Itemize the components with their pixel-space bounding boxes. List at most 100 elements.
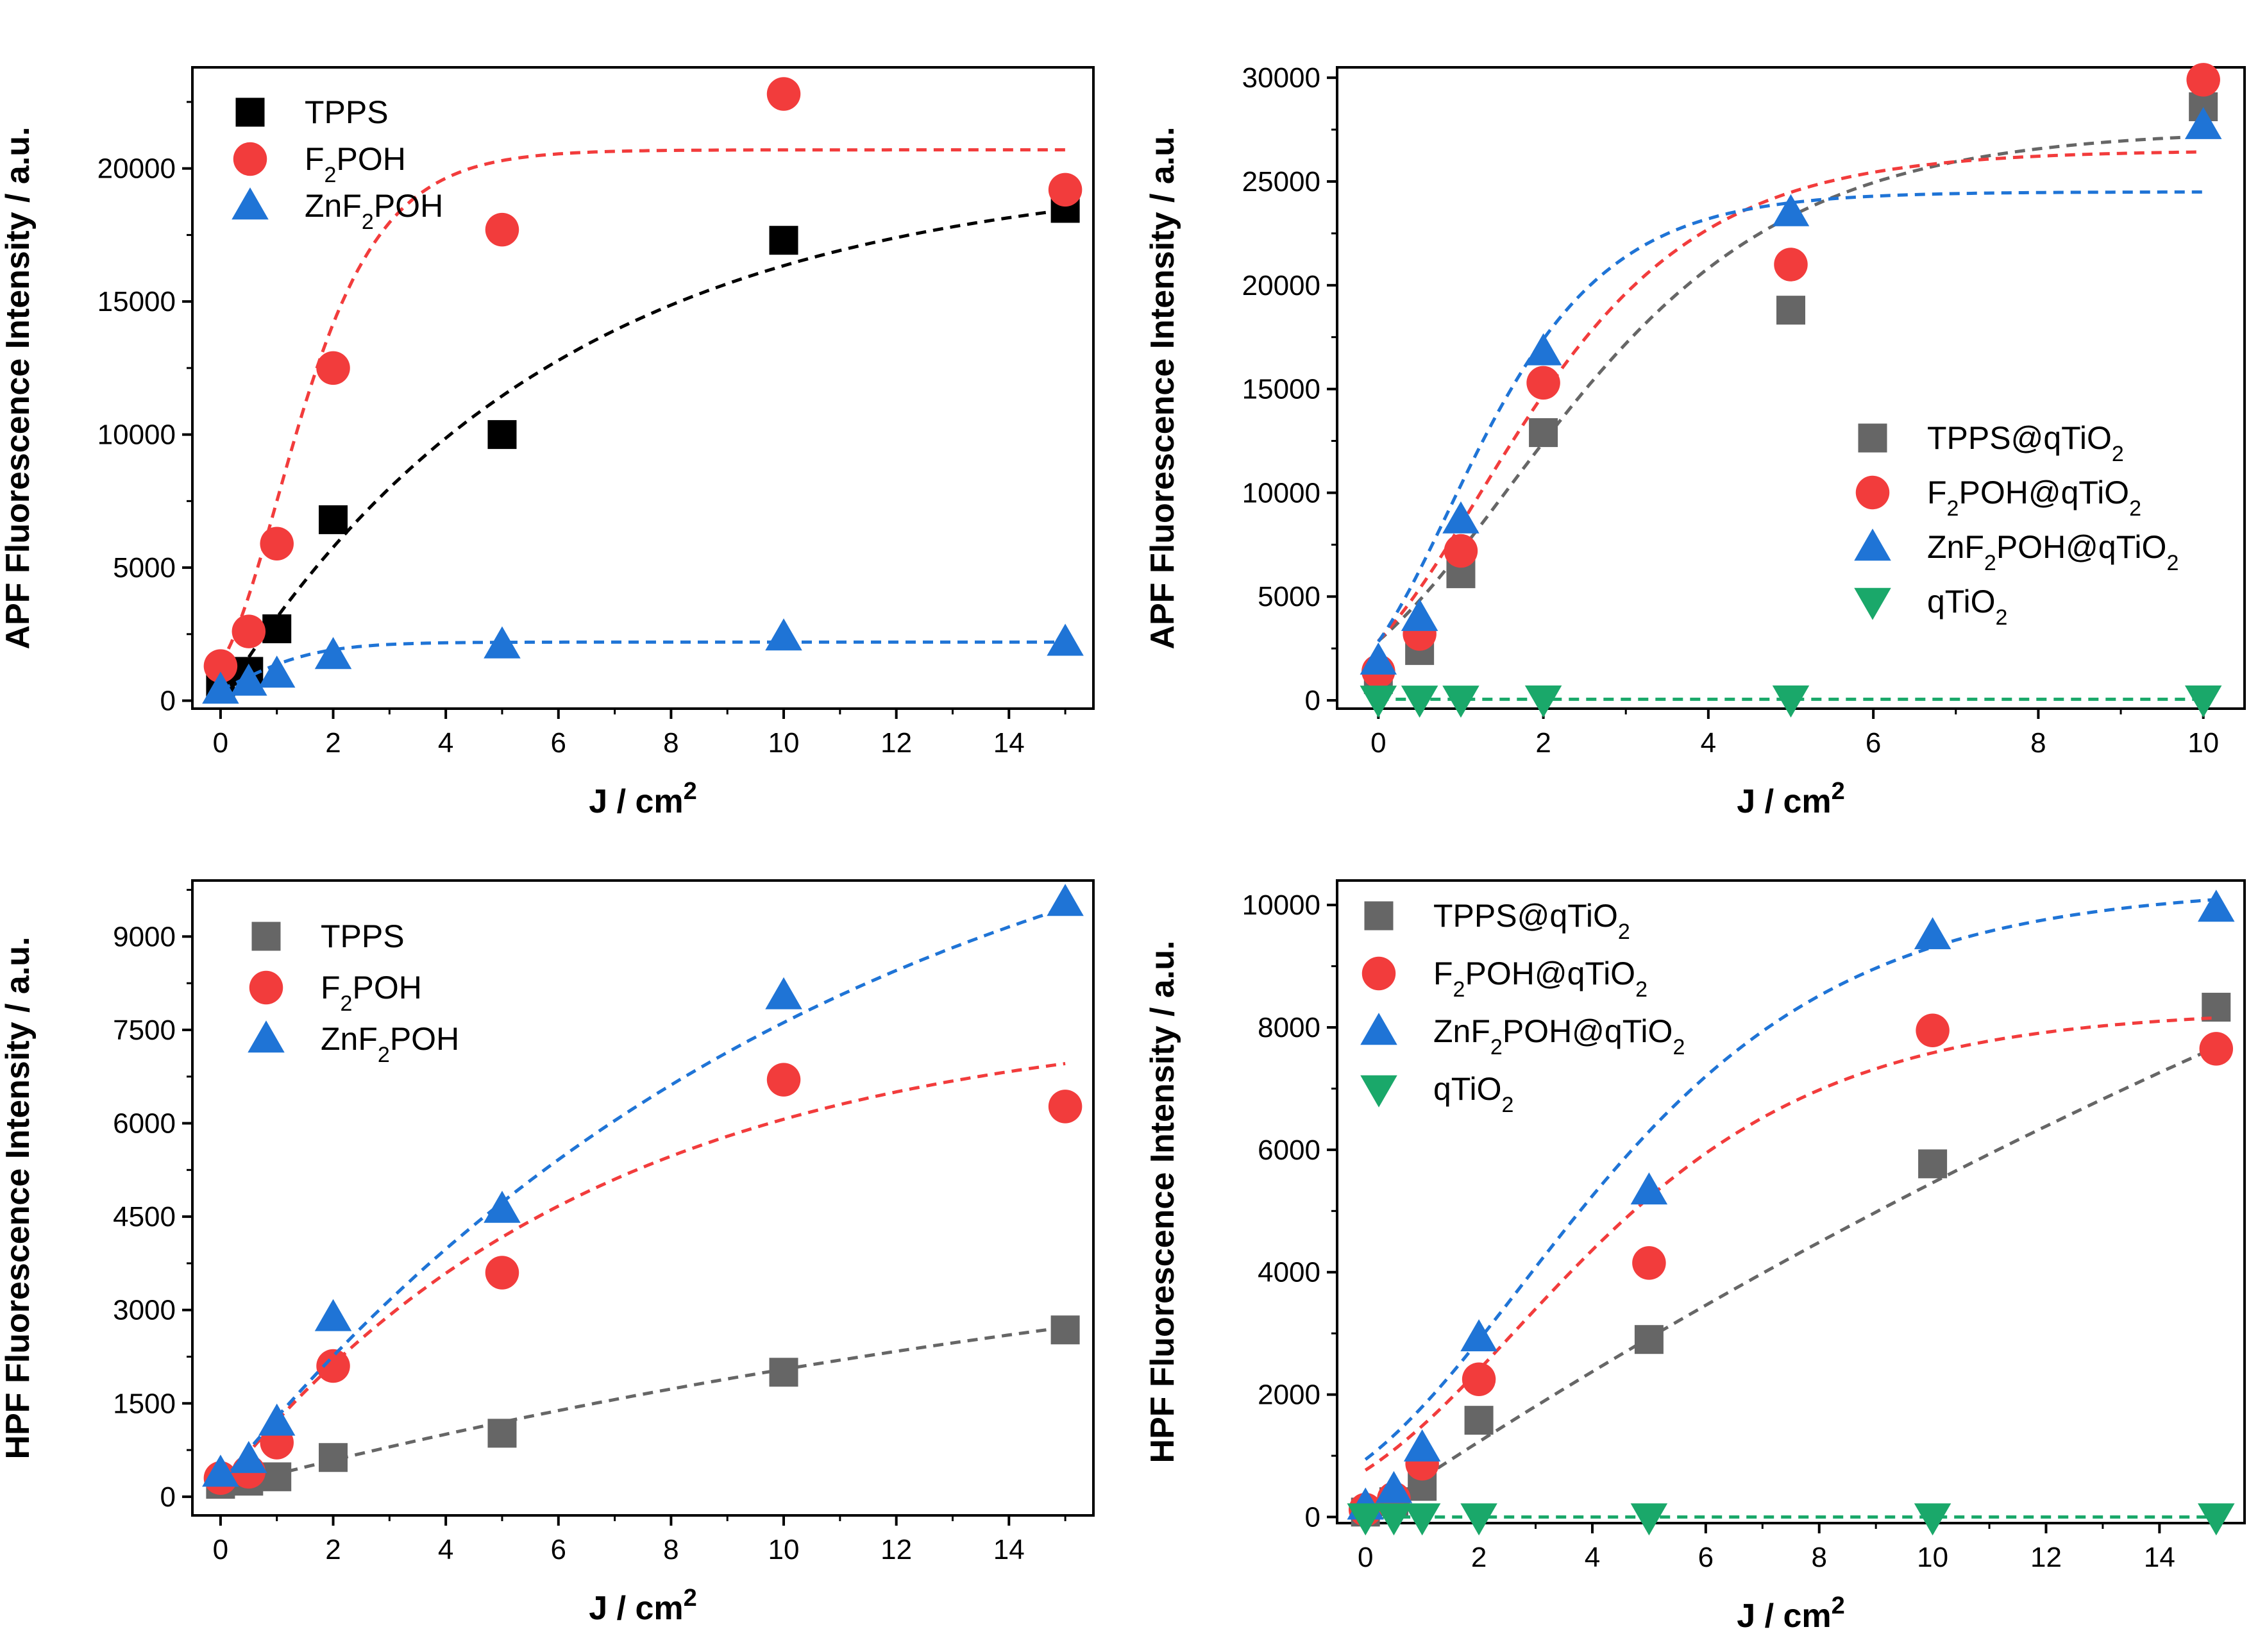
data-point bbox=[1047, 623, 1084, 656]
data-point bbox=[319, 505, 348, 534]
x-axis-title: J / cm2 bbox=[589, 1585, 697, 1627]
data-point bbox=[1772, 685, 1810, 718]
legend-label: qTiO2 bbox=[1927, 584, 2007, 630]
data-point bbox=[262, 1462, 292, 1492]
x-tick-label: 10 bbox=[2187, 727, 2219, 759]
data-point bbox=[1464, 1406, 1494, 1435]
legend-marker bbox=[233, 142, 267, 176]
data-point bbox=[2198, 889, 2235, 922]
series-znf2poh-qtio2 bbox=[1360, 106, 2222, 675]
y-tick-label: 4000 bbox=[1258, 1257, 1320, 1288]
x-axis-title: J / cm2 bbox=[589, 778, 697, 820]
legend-entry: F2POH bbox=[249, 970, 422, 1016]
fit-line bbox=[1377, 190, 2204, 643]
data-point bbox=[1914, 917, 1951, 950]
legend-entry: ZnF2POH@qTiO2 bbox=[1360, 1013, 1685, 1059]
x-tick-label: 6 bbox=[1866, 727, 1881, 759]
series-znf2poh bbox=[202, 618, 1084, 704]
data-point bbox=[769, 1358, 798, 1387]
data-point bbox=[1460, 1319, 1497, 1352]
x-tick-label: 8 bbox=[663, 727, 678, 759]
x-tick-label: 2 bbox=[325, 727, 341, 759]
data-point bbox=[1375, 1471, 1413, 1503]
legend-marker bbox=[1360, 1013, 1397, 1045]
data-point bbox=[1347, 1503, 1384, 1536]
data-point bbox=[766, 77, 801, 111]
x-tick-label: 10 bbox=[768, 1534, 800, 1565]
chart-bottom-left: 0 2 4 6 8 10 12 14 0 1500 3000 4500 6000 7500 9000 J / … bbox=[0, 879, 1095, 1627]
series-qtio2 bbox=[1347, 1503, 2235, 1536]
data-point bbox=[1529, 418, 1558, 448]
y-tick-label: 0 bbox=[1305, 1501, 1320, 1533]
data-point bbox=[487, 420, 517, 450]
x-axis-title: J / cm2 bbox=[1737, 778, 1845, 820]
y-tick-label: 25000 bbox=[1242, 166, 1320, 198]
chart-bottom-right: 0 2 4 6 8 10 12 14 0 2000 4000 6000 8000 10000 J / cm2… bbox=[1144, 879, 2246, 1635]
y-tick-label: 15000 bbox=[97, 286, 176, 317]
data-point bbox=[319, 1443, 348, 1472]
legend-label: F2POH bbox=[321, 970, 422, 1016]
x-tick-label: 14 bbox=[993, 727, 1025, 759]
data-point bbox=[230, 1440, 267, 1473]
legend-marker bbox=[235, 97, 265, 127]
data-point bbox=[1048, 1090, 1083, 1124]
x-tick-label: 4 bbox=[1701, 727, 1716, 759]
y-tick-label: 10000 bbox=[1242, 889, 1320, 921]
series-tpps bbox=[206, 1315, 1080, 1499]
data-point bbox=[1050, 1315, 1080, 1345]
y-tick-label: 6000 bbox=[113, 1108, 176, 1140]
legend-marker bbox=[1854, 528, 1891, 561]
x-tick-label: 4 bbox=[1585, 1542, 1600, 1573]
data-point bbox=[260, 527, 294, 560]
legend-marker bbox=[251, 922, 281, 951]
data-point bbox=[1634, 1325, 1664, 1354]
data-point bbox=[1360, 686, 1397, 718]
x-tick-label: 2 bbox=[1471, 1542, 1487, 1573]
y-tick-label: 3000 bbox=[113, 1295, 176, 1326]
data-point bbox=[484, 1190, 521, 1223]
y-tick-label: 0 bbox=[160, 686, 176, 717]
plot-frame bbox=[191, 879, 1095, 1517]
series-qtio2 bbox=[1360, 685, 2222, 718]
data-point bbox=[2186, 63, 2220, 97]
y-tick-label: 0 bbox=[1305, 685, 1320, 716]
data-point bbox=[485, 212, 519, 247]
x-tick-label: 0 bbox=[1370, 727, 1386, 759]
y-tick-label: 5000 bbox=[113, 552, 176, 584]
x-tick-label: 8 bbox=[2030, 727, 2046, 759]
data-point bbox=[487, 1419, 517, 1448]
y-tick-label: 20000 bbox=[97, 153, 176, 185]
data-point bbox=[230, 663, 267, 696]
data-point bbox=[1916, 1013, 1950, 1048]
y-tick-label: 5000 bbox=[1258, 581, 1320, 612]
data-point bbox=[484, 626, 521, 659]
x-tick-label: 8 bbox=[663, 1534, 678, 1565]
data-point bbox=[1375, 1503, 1413, 1536]
data-point bbox=[2184, 685, 2222, 718]
x-tick-label: 4 bbox=[438, 1534, 453, 1565]
x-tick-label: 12 bbox=[881, 1534, 912, 1565]
data-point bbox=[1772, 194, 1810, 226]
data-point bbox=[1360, 642, 1397, 675]
legend-entry: ZnF2POH@qTiO2 bbox=[1854, 528, 2179, 575]
data-point bbox=[1524, 333, 1562, 366]
legend-label: ZnF2POH bbox=[321, 1021, 459, 1067]
series-f2poh bbox=[203, 77, 1083, 683]
y-tick-label: 1500 bbox=[113, 1388, 176, 1419]
x-tick-label: 12 bbox=[2030, 1542, 2062, 1573]
data-point bbox=[1442, 686, 1479, 718]
data-point bbox=[1403, 1503, 1441, 1536]
legend-label: ZnF2POH bbox=[305, 188, 443, 234]
data-point bbox=[202, 1454, 239, 1487]
data-point bbox=[1632, 1246, 1666, 1280]
x-tick-label: 8 bbox=[1811, 1542, 1826, 1573]
data-point bbox=[1524, 685, 1562, 718]
data-point bbox=[316, 351, 350, 385]
y-tick-label: 20000 bbox=[1242, 270, 1320, 301]
data-point bbox=[765, 977, 802, 1009]
data-point bbox=[314, 637, 352, 670]
legend-entry: TPPS@qTiO2 bbox=[1364, 898, 1630, 944]
x-tick-label: 4 bbox=[438, 727, 453, 759]
